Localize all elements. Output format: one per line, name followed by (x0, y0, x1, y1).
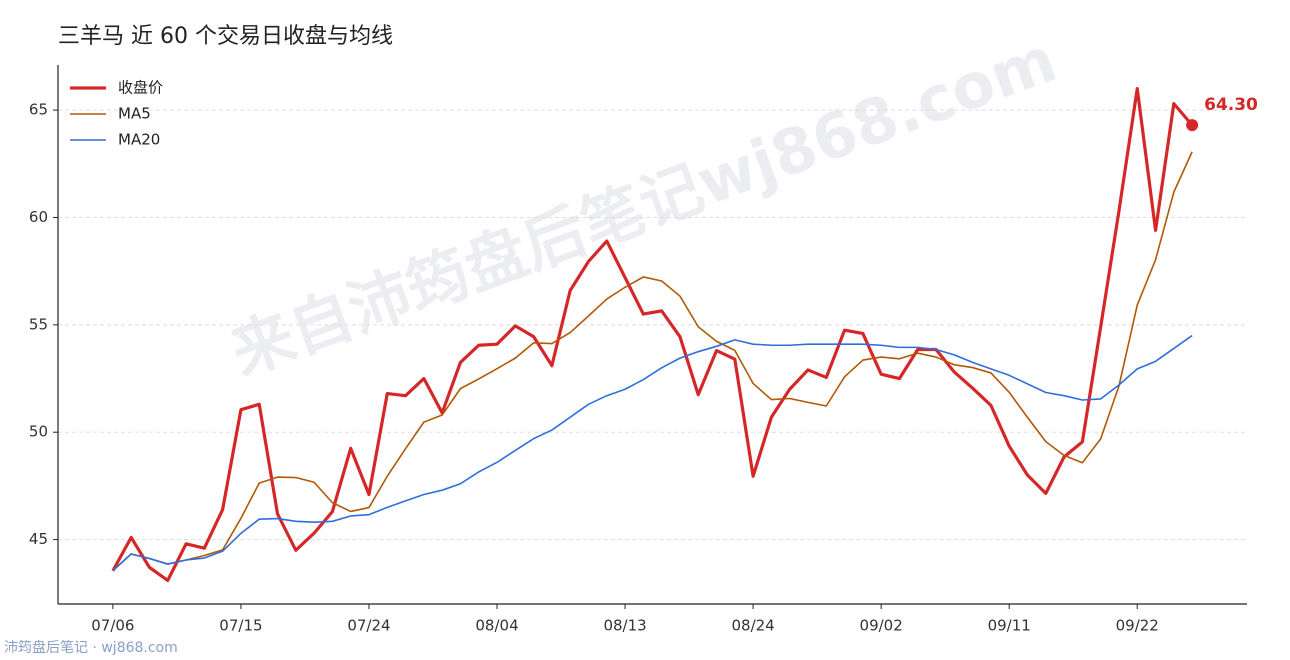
y-tick-label: 65 (29, 101, 48, 119)
x-tick-label: 09/02 (860, 617, 903, 635)
value-label: 64.30 (1204, 95, 1258, 115)
legend-label: MA20 (118, 131, 160, 149)
chart-title: 三羊马 近 60 个交易日收盘与均线 (58, 24, 393, 49)
series-line (111, 87, 1194, 582)
x-tick-label: 07/24 (347, 617, 390, 635)
x-tick-label: 08/13 (603, 617, 646, 635)
x-tick-label: 09/22 (1116, 617, 1159, 635)
legend-label: 收盘价 (118, 79, 163, 97)
watermark: 来自沛筠盘后笔记wj868.com (222, 23, 1066, 390)
y-tick-label: 55 (29, 315, 48, 333)
end-point (1186, 119, 1199, 132)
y-tick-label: 50 (29, 423, 48, 441)
y-tick-label: 45 (29, 530, 48, 548)
x-tick-label: 08/04 (475, 617, 518, 635)
legend-label: MA5 (118, 105, 151, 123)
x-tick-label: 08/24 (731, 617, 774, 635)
x-tick-label: 07/06 (91, 617, 134, 635)
y-tick-label: 60 (29, 208, 48, 226)
x-tick-label: 09/11 (988, 617, 1031, 635)
footer: 沛筠盘后笔记 · wj868.com (4, 639, 178, 656)
x-tick-label: 07/15 (219, 617, 262, 635)
series-line (112, 151, 1193, 572)
series-line (112, 334, 1193, 572)
